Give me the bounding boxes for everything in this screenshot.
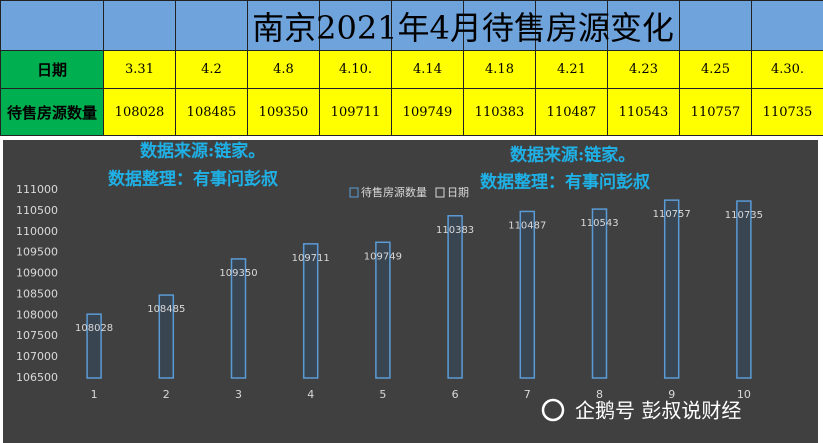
data-label: 108485 xyxy=(147,304,185,315)
x-tick-label: 6 xyxy=(452,388,459,401)
x-tick-label: 1 xyxy=(91,388,98,401)
data-label: 110383 xyxy=(436,225,474,236)
bar xyxy=(86,313,102,379)
bar xyxy=(302,243,319,379)
annotation: 数据来源:链家。 xyxy=(510,145,635,166)
title: 南京2021年4月待售房源变化 xyxy=(252,8,674,47)
watermark: 企鹅号 彭叔说财经 xyxy=(575,399,741,423)
title-cell xyxy=(103,0,176,51)
data-label: 109749 xyxy=(364,251,402,262)
table-cell: 109350 xyxy=(247,88,320,136)
x-tick-label: 5 xyxy=(379,388,386,401)
x-tick-label: 10 xyxy=(737,388,751,401)
chart-background xyxy=(3,140,818,443)
legend-swatch xyxy=(435,187,445,198)
table-cell: 4.18 xyxy=(463,50,536,89)
annotation: 数据整理：有事问彭叔 xyxy=(480,172,651,193)
watermark-icon xyxy=(541,398,565,422)
table-cell: 4.10. xyxy=(319,50,392,89)
x-tick-label: 8 xyxy=(596,388,603,401)
table-cell: 109749 xyxy=(391,88,464,136)
title-cell xyxy=(463,0,536,51)
y-tick-label: 107500 xyxy=(16,329,58,342)
table-cell: 4.30. xyxy=(751,50,823,89)
table-cell: 110383 xyxy=(463,88,536,136)
bar xyxy=(663,199,680,379)
table-cell: 108028 xyxy=(103,88,176,136)
y-tick-label: 110000 xyxy=(16,225,58,238)
data-label: 108028 xyxy=(75,323,113,334)
bar xyxy=(447,215,463,379)
title-cell xyxy=(391,0,464,51)
table-cell: 110757 xyxy=(679,88,752,136)
title-cell xyxy=(535,0,608,51)
y-tick-label: 111000 xyxy=(16,183,58,196)
x-tick-label: 4 xyxy=(307,388,314,401)
y-tick-label: 106500 xyxy=(16,371,58,384)
x-tick-label: 2 xyxy=(163,388,170,401)
y-tick-label: 109500 xyxy=(16,246,58,259)
y-tick-label: 107000 xyxy=(16,350,58,363)
bar xyxy=(230,258,247,379)
x-tick-label: 9 xyxy=(668,388,675,401)
bar xyxy=(158,294,175,379)
data-label: 110757 xyxy=(653,209,691,220)
y-tick-label: 108000 xyxy=(16,308,58,321)
bar xyxy=(375,241,391,379)
data-label: 110735 xyxy=(725,210,763,221)
bar xyxy=(591,208,608,379)
x-tick-label: 7 xyxy=(524,388,531,401)
legend-label: 日期 xyxy=(447,186,469,199)
bar xyxy=(519,210,536,379)
annotation: 数据来源:链家。 xyxy=(140,141,265,162)
row-header: 日期 xyxy=(0,50,104,89)
data-label: 109711 xyxy=(292,253,330,264)
annotation: 数据整理：有事问彭叔 xyxy=(108,169,279,190)
table-cell: 110543 xyxy=(607,88,680,136)
title-cell xyxy=(607,0,680,51)
data-label: 109350 xyxy=(219,268,257,279)
data-label: 110543 xyxy=(580,218,618,229)
title-cell xyxy=(0,0,104,51)
y-tick-label: 110500 xyxy=(16,204,58,217)
y-tick-label: 109000 xyxy=(16,267,58,280)
title-cell xyxy=(679,0,752,51)
legend-label: 待售房源数量 xyxy=(361,185,427,199)
x-tick-label: 3 xyxy=(235,388,242,401)
table-cell: 4.23 xyxy=(607,50,680,89)
table-cell: 4.2 xyxy=(175,50,248,89)
legend-swatch xyxy=(349,187,359,198)
data-label: 110487 xyxy=(508,220,546,231)
y-tick-label: 108500 xyxy=(16,287,58,300)
bar xyxy=(736,200,752,379)
table-cell: 110735 xyxy=(751,88,823,136)
